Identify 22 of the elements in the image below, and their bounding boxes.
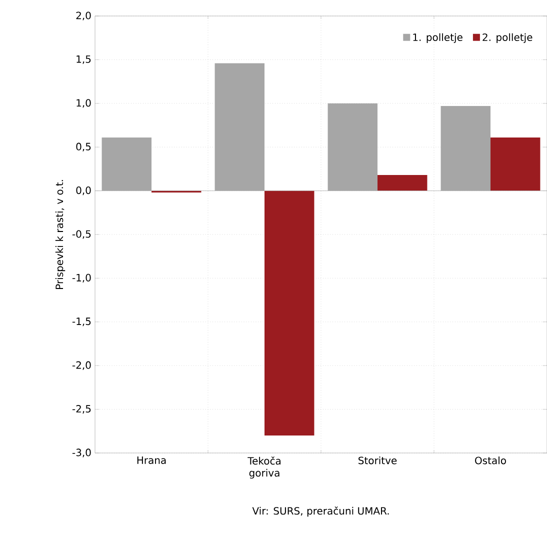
y-tick-label: -3,0: [72, 448, 91, 458]
legend-label: 1. polletje: [413, 33, 462, 43]
x-tick-label: Ostalo: [475, 456, 506, 464]
x-tick-label: Storitve: [358, 456, 397, 464]
y-tick-label: 0,5: [76, 142, 91, 152]
bar: [490, 137, 540, 191]
y-tick-label: 2,0: [76, 12, 91, 20]
x-tick-label: Tekoča goriva: [248, 456, 280, 479]
y-tick-label: -2,5: [72, 404, 91, 414]
y-tick-label: 1,5: [76, 55, 91, 64]
y-tick-label: -2,0: [72, 361, 91, 370]
y-axis-title: Prispevki k rasti, v o.t.: [55, 180, 66, 289]
y-tick-label: 1,0: [76, 99, 91, 108]
bar: [264, 190, 314, 436]
y-tick-label: -0,5: [72, 230, 91, 239]
text: Vir: SURS, preračuni UMAR.: [252, 506, 389, 517]
y-tick-label: -1,5: [72, 318, 91, 326]
y-tick-label: 0,0: [76, 186, 91, 196]
x-tick-label: Hrana: [137, 456, 166, 464]
legend-label: 2. polletje: [482, 33, 532, 43]
y-tick-label: -1,0: [72, 274, 91, 282]
bar: [378, 175, 428, 191]
